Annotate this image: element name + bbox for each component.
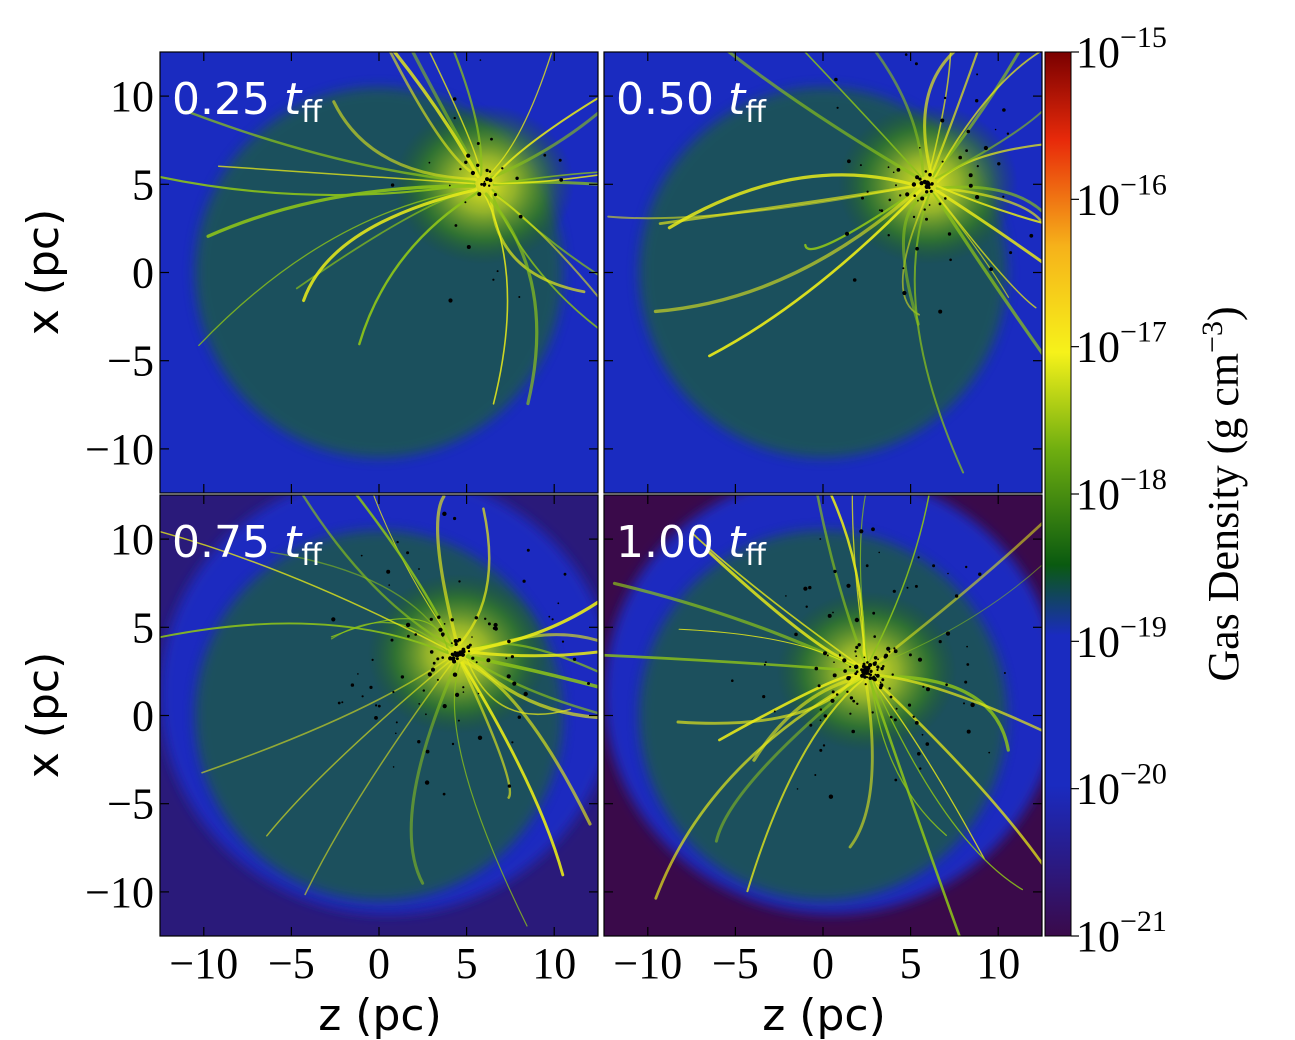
- colorbar-label: Gas Density (g cm−3): [1196, 306, 1248, 681]
- y-tick-label: 5: [132, 160, 154, 209]
- time-label: 0.25 tff: [172, 74, 323, 130]
- x-tick-label: −10: [613, 939, 682, 988]
- y-axis-label-top: x (pc): [18, 209, 69, 335]
- y-tick-label: −5: [107, 780, 154, 829]
- panel-0: 0.25 tff: [159, 51, 599, 494]
- y-tick-label: 10: [110, 72, 154, 121]
- star-particles: [390, 59, 564, 303]
- time-subscript: ff: [301, 95, 323, 130]
- time-label: 1.00 tff: [616, 517, 767, 573]
- x-tick-label: −5: [712, 939, 759, 988]
- axes: −10 −5 0 5 10 −10 −5 0 5 10 −10 −5 0 5 10 −10 −5 0 5 10: [85, 52, 1042, 988]
- x-tick-label: 10: [532, 939, 576, 988]
- panel-3: 1.00 tff: [603, 494, 1043, 937]
- x-axis-label-left: z (pc): [318, 990, 442, 1040]
- time-value: 0.75: [172, 517, 284, 568]
- time-value: 1.00: [616, 517, 728, 568]
- panel-1: 0.50 tff: [603, 51, 1043, 494]
- time-subscript: ff: [301, 538, 323, 573]
- colorbar-label-close: ): [1199, 306, 1248, 321]
- colorbar-gradient: [1044, 51, 1072, 937]
- y-tick-label: −10: [85, 425, 154, 474]
- time-subscript: ff: [745, 538, 767, 573]
- colorbar-tick-label: 10−21: [1076, 905, 1167, 961]
- y-tick-label: −10: [85, 868, 154, 917]
- y-tick-label: 0: [132, 692, 154, 741]
- time-value: 0.50: [616, 74, 728, 125]
- filaments: [160, 52, 598, 406]
- y-tick-label: −5: [107, 337, 154, 386]
- star-particles: [834, 53, 1034, 314]
- colorbar-tick-label: 10−20: [1076, 758, 1167, 814]
- filaments: [607, 52, 1042, 474]
- star-particles: [731, 527, 1006, 799]
- x-tick-label: 5: [900, 939, 922, 988]
- time-label: 0.50 tff: [616, 74, 767, 130]
- time-unit: t: [284, 517, 303, 568]
- time-unit: t: [728, 74, 747, 125]
- colorbar-tick-label: 10−15: [1076, 21, 1167, 77]
- x-tick-label: 0: [812, 939, 834, 988]
- colorbar: 10−15 10−16 10−17 10−18 10−19 10−20 10−21 Gas …: [1044, 21, 1248, 961]
- filaments: [604, 495, 1042, 936]
- colorbar-label-main: Gas Density (g cm: [1199, 353, 1248, 682]
- x-tick-label: 0: [368, 939, 390, 988]
- colorbar-label-exp: −3: [1196, 321, 1229, 353]
- time-unit: t: [728, 517, 747, 568]
- time-subscript: ff: [745, 95, 767, 130]
- y-tick-label: 5: [132, 603, 154, 652]
- x-tick-label: 10: [976, 939, 1020, 988]
- colorbar-ticks: 10−15 10−16 10−17 10−18 10−19 10−20 10−21: [1071, 21, 1167, 961]
- star-particles: [331, 511, 590, 796]
- x-tick-label: −10: [169, 939, 238, 988]
- time-unit: t: [284, 74, 303, 125]
- x-axis-label-right: z (pc): [762, 990, 886, 1040]
- y-tick-label: 10: [110, 515, 154, 564]
- y-tick-label: 0: [132, 249, 154, 298]
- colorbar-tick-label: 10−19: [1076, 610, 1167, 666]
- colorbar-tick-label: 10−16: [1076, 168, 1167, 224]
- colorbar-tick-label: 10−18: [1076, 463, 1167, 519]
- panel-2: 0.75 tff: [159, 494, 599, 937]
- y-axis-label-bottom: x (pc): [18, 652, 69, 778]
- x-tick-label: 5: [456, 939, 478, 988]
- colorbar-tick-label: 10−17: [1076, 316, 1167, 372]
- x-tick-label: −5: [268, 939, 315, 988]
- time-label: 0.75 tff: [172, 517, 323, 573]
- time-value: 0.25: [172, 74, 284, 125]
